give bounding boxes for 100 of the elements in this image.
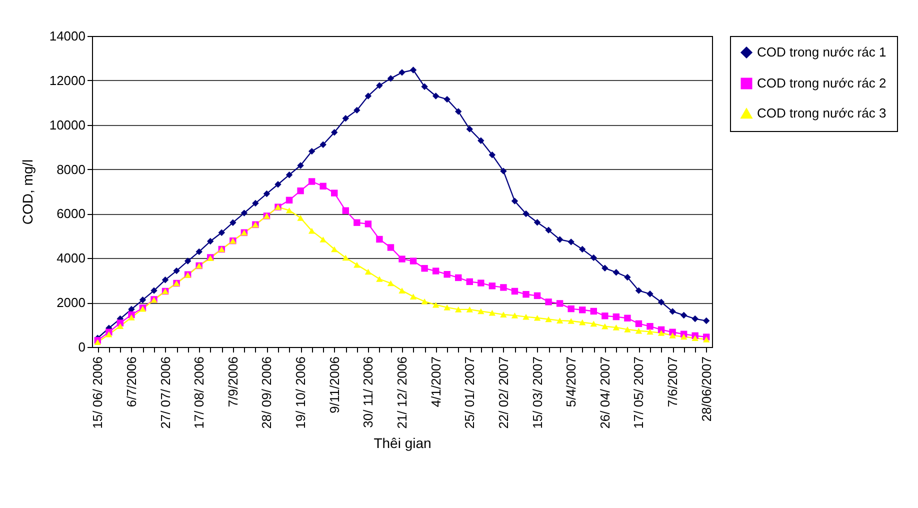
point xyxy=(646,290,654,298)
point xyxy=(590,320,597,327)
point xyxy=(500,284,507,291)
point xyxy=(432,302,440,308)
y-tick-label: 0 xyxy=(78,340,86,354)
point xyxy=(320,236,326,242)
point xyxy=(162,276,169,284)
point xyxy=(331,190,338,196)
point xyxy=(658,330,665,336)
point xyxy=(364,92,372,100)
point xyxy=(410,294,417,300)
point xyxy=(342,254,349,261)
x-tick-label: 15/ 06/ 2006 xyxy=(90,356,106,429)
point xyxy=(534,292,541,300)
point xyxy=(455,274,462,282)
point xyxy=(308,178,316,185)
point xyxy=(692,315,698,322)
point xyxy=(612,269,620,276)
x-tick-label: 26/ 04/ 2007 xyxy=(597,356,612,429)
point xyxy=(342,207,349,214)
point xyxy=(703,336,710,342)
point xyxy=(568,238,574,246)
point xyxy=(444,271,450,278)
point xyxy=(590,254,597,262)
point xyxy=(297,162,304,169)
point xyxy=(274,181,282,188)
point xyxy=(297,215,304,221)
point xyxy=(116,323,124,330)
x-tick-label: 19/ 10/ 2006 xyxy=(293,356,308,429)
point xyxy=(488,151,496,158)
point xyxy=(612,324,620,330)
point xyxy=(455,306,462,312)
x-tick-label: 28/06/2007 xyxy=(698,356,714,422)
point xyxy=(128,314,135,320)
point xyxy=(432,268,440,274)
point xyxy=(511,312,518,318)
point xyxy=(173,267,180,274)
point xyxy=(466,126,473,132)
point xyxy=(500,168,507,174)
x-tick-label: 17/ 05/ 2007 xyxy=(631,356,646,429)
legend-label: COD trong nước rác 3 xyxy=(757,106,886,120)
point xyxy=(511,288,518,295)
point xyxy=(196,248,202,256)
point xyxy=(545,298,552,306)
point xyxy=(432,92,440,100)
point xyxy=(602,323,608,330)
point xyxy=(286,207,293,214)
point xyxy=(139,296,146,304)
point xyxy=(218,229,225,236)
point xyxy=(421,265,428,272)
point xyxy=(240,210,248,216)
point xyxy=(364,220,372,228)
point xyxy=(354,262,360,268)
point xyxy=(376,82,383,89)
point xyxy=(387,244,394,251)
point xyxy=(320,141,326,148)
point xyxy=(612,313,620,320)
point xyxy=(466,306,473,312)
y-tick-label: 10000 xyxy=(49,117,86,132)
y-tick-label: 2000 xyxy=(56,295,86,310)
point xyxy=(669,308,676,315)
point xyxy=(545,226,552,234)
y-tick-label: 12000 xyxy=(49,72,86,88)
point xyxy=(534,219,541,226)
point xyxy=(568,305,574,312)
point xyxy=(466,278,473,286)
point xyxy=(331,246,338,252)
point xyxy=(680,334,688,340)
point xyxy=(545,316,552,322)
point xyxy=(624,314,631,322)
y-tick-label: 6000 xyxy=(56,206,86,222)
point xyxy=(478,280,484,286)
point xyxy=(331,129,338,136)
point xyxy=(106,331,112,338)
point xyxy=(286,171,293,178)
point xyxy=(579,319,586,326)
point xyxy=(579,246,586,253)
legend-label: COD trong nước rác 1 xyxy=(757,44,886,60)
point xyxy=(624,326,631,332)
point xyxy=(387,280,394,286)
x-tick-label: 7/9/2006 xyxy=(225,356,240,408)
point xyxy=(635,320,642,328)
point xyxy=(478,137,484,144)
x-tick-label: 28/ 09/ 2006 xyxy=(259,356,274,429)
y-tick-label: 14000 xyxy=(49,28,86,44)
point xyxy=(522,210,530,218)
point xyxy=(308,148,316,155)
point xyxy=(692,335,698,342)
point xyxy=(444,304,450,310)
point xyxy=(410,258,417,264)
point xyxy=(354,106,360,114)
point xyxy=(207,238,214,245)
point xyxy=(590,308,597,315)
y-tick-label: 4000 xyxy=(56,250,86,266)
point xyxy=(635,328,642,334)
legend-label: COD trong nước rác 2 xyxy=(757,76,886,90)
point xyxy=(646,328,654,335)
x-tick-label: 22/ 02/ 2007 xyxy=(496,356,511,429)
point xyxy=(534,314,541,321)
point xyxy=(364,268,372,275)
